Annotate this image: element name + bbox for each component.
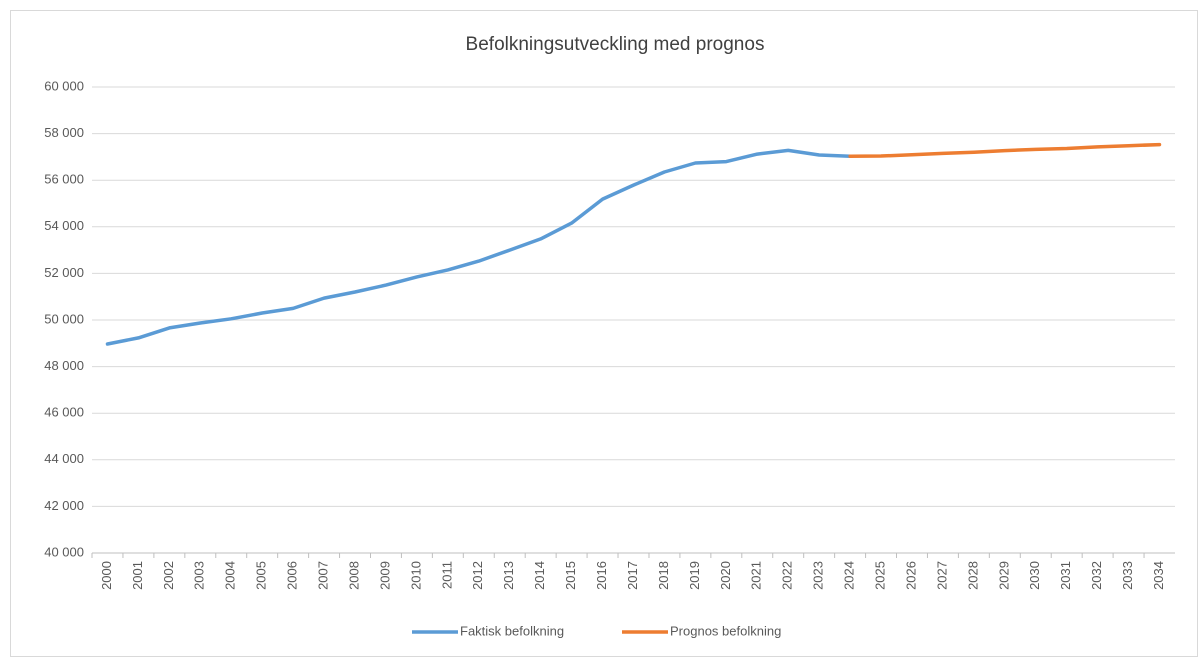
y-tick-label: 60 000: [44, 78, 84, 93]
x-tick-label: 2012: [470, 561, 485, 590]
x-tick-label: 2032: [1089, 561, 1104, 590]
x-tick-label: 2024: [842, 561, 857, 590]
series-line: [105, 148, 852, 346]
y-tick-label: 40 000: [44, 544, 84, 559]
x-tick-label: 2005: [254, 561, 269, 590]
x-tick-label: 2009: [377, 561, 392, 590]
x-tick-label: 2028: [965, 561, 980, 590]
y-tick-label: 54 000: [44, 218, 84, 233]
x-tick-label: 2034: [1151, 561, 1166, 590]
y-tick-label: 48 000: [44, 358, 84, 373]
x-tick-label: 2017: [625, 561, 640, 590]
x-tick-label: 2018: [656, 561, 671, 590]
x-tick-label: 2016: [594, 561, 609, 590]
x-tick-label: 2021: [749, 561, 764, 590]
chart-title: Befolkningsutveckling med prognos: [466, 34, 765, 55]
legend-label: Prognos befolkning: [670, 623, 781, 638]
x-tick-label: 2025: [872, 561, 887, 590]
x-tick-label: 2000: [99, 561, 114, 590]
x-tick-label: 2022: [780, 561, 795, 590]
x-tick-label: 2010: [408, 561, 423, 590]
x-tick-label: 2006: [285, 561, 300, 590]
x-tick-label: 2008: [346, 561, 361, 590]
chart-border: [10, 10, 1198, 657]
y-tick-label: 56 000: [44, 172, 84, 187]
legend-label: Faktisk befolkning: [460, 623, 564, 638]
y-tick-label: 44 000: [44, 451, 84, 466]
y-tick-label: 58 000: [44, 125, 84, 140]
x-tick-label: 2014: [532, 561, 547, 590]
x-tick-label: 2026: [903, 561, 918, 590]
x-tick-label: 2019: [687, 561, 702, 590]
x-tick-label: 2003: [192, 561, 207, 590]
x-tick-label: 2002: [161, 561, 176, 590]
x-tick-label: 2030: [1027, 561, 1042, 590]
x-tick-label: 2029: [996, 561, 1011, 590]
x-tick-label: 2013: [501, 561, 516, 590]
x-tick-label: 2015: [563, 561, 578, 590]
x-tick-label: 2020: [718, 561, 733, 590]
y-tick-label: 50 000: [44, 311, 84, 326]
x-tick-label: 2011: [439, 561, 454, 589]
x-tick-label: 2004: [223, 561, 238, 590]
y-tick-label: 52 000: [44, 265, 84, 280]
y-tick-label: 42 000: [44, 498, 84, 513]
x-tick-label: 2027: [934, 561, 949, 590]
y-tick-label: 46 000: [44, 405, 84, 420]
x-tick-label: 2007: [316, 561, 331, 590]
x-tick-label: 2001: [130, 561, 145, 590]
series-line: [848, 142, 1162, 158]
x-tick-label: 2023: [811, 561, 826, 590]
x-tick-label: 2033: [1120, 561, 1135, 590]
x-tick-label: 2031: [1058, 561, 1073, 590]
